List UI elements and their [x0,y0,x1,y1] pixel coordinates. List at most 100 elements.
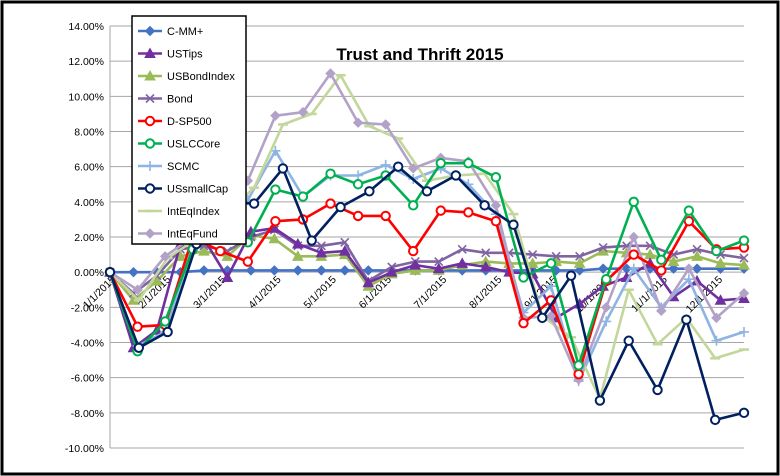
legend-item: USsmallCap [138,183,228,196]
data-point [668,263,679,274]
data-point [306,235,317,246]
data-point [408,200,419,211]
legend-item: USTips [138,47,203,61]
data-point [435,205,446,216]
data-point [681,314,692,325]
data-point [628,231,639,243]
data-point [104,266,116,278]
data-point [128,266,139,278]
y-tick-label: 10.00% [68,91,104,103]
data-point [738,288,750,299]
data-point [456,257,469,268]
data-point [198,245,210,256]
data-point [215,245,226,257]
legend-label: IntEqFund [167,229,218,241]
data-point [574,265,585,276]
data-point [594,395,606,406]
data-point [628,249,639,260]
y-tick-label: -8.00% [71,408,104,420]
data-point [245,265,257,276]
data-point [335,201,346,213]
data-point [297,106,309,118]
data-point [565,270,577,281]
data-point [691,250,703,261]
data-point [546,281,557,292]
data-point [692,244,702,254]
legend-item: C-MM+ [138,25,203,38]
data-point [738,259,750,270]
legend-label: USLCCore [167,139,220,151]
data-point [144,183,156,194]
data-point [277,163,289,174]
data-point [711,335,722,346]
data-point [508,219,519,230]
data-point [133,342,145,353]
data-point [151,274,163,286]
data-point [325,198,336,209]
data-point [600,302,612,313]
data-point [132,284,143,295]
data-point [573,368,584,380]
data-point [573,360,584,371]
data-point [408,163,419,174]
legend-item: USLCCore [138,138,220,151]
data-point [269,265,280,276]
data-point [242,256,254,267]
legend: C-MM+ USTips USBondIndex Bond D-SP500 USLCCor… [131,15,247,245]
data-point [353,170,364,181]
y-tick-label: -2.00% [71,302,104,314]
data-point [325,68,336,79]
legend-label: USBondIndex [167,71,235,83]
data-point [528,250,538,260]
data-point [292,265,304,276]
legend-label: C-MM+ [167,26,203,38]
data-point [144,228,156,239]
data-point [714,257,727,268]
data-point [159,251,171,262]
data-point [545,310,557,322]
data-point [380,159,391,170]
data-point [339,265,351,276]
data-point [490,200,502,211]
data-point [623,335,634,346]
data-point [600,274,612,285]
data-point [144,138,156,149]
y-tick-label: 2.00% [74,232,104,244]
series-line [108,226,745,350]
data-point [380,119,391,130]
data-point [270,184,281,195]
data-point [537,312,548,324]
data-point [739,253,749,263]
data-point [463,157,474,169]
legend-item: IntEqFund [138,228,218,241]
y-tick-label: 14.00% [68,21,104,33]
data-point [162,326,173,338]
data-point [450,170,462,181]
y-tick-label: -10.00% [65,443,104,455]
data-point [316,241,326,251]
data-point [683,215,695,227]
legend-item: SCMC [138,161,199,173]
data-point [144,69,156,81]
data-point [597,263,609,274]
data-point [432,262,445,274]
data-point [380,210,391,222]
data-point [363,265,374,276]
data-point [738,235,750,246]
data-point [573,257,586,268]
data-point [316,265,327,276]
data-point [628,196,639,208]
data-point [545,258,557,269]
data-point [268,232,281,244]
data-point [518,272,529,283]
data-point [656,265,667,276]
data-point [601,316,612,327]
data-point [739,326,749,337]
data-point [198,265,210,276]
data-point [575,251,585,261]
data-point [421,186,433,197]
data-point [270,110,281,121]
data-point [362,276,375,288]
data-point [144,47,156,58]
